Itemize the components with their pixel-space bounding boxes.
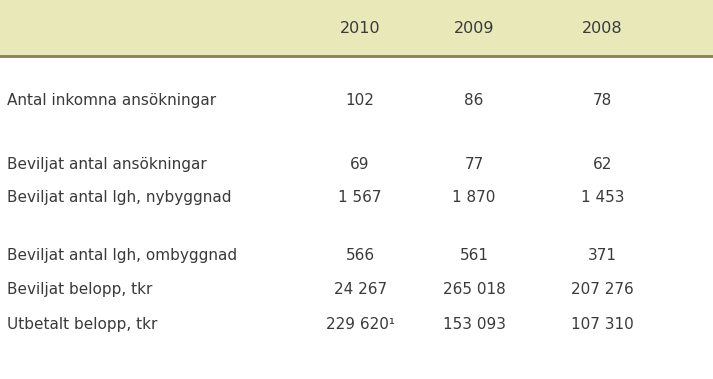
Text: 78: 78 [593, 93, 612, 108]
Text: Beviljat antal ansökningar: Beviljat antal ansökningar [7, 157, 207, 172]
Text: 2009: 2009 [454, 20, 494, 36]
Text: 1 453: 1 453 [580, 190, 625, 205]
Text: Beviljat antal lgh, ombyggnad: Beviljat antal lgh, ombyggnad [7, 248, 237, 263]
Text: 107 310: 107 310 [571, 316, 634, 332]
Text: 1 870: 1 870 [453, 190, 496, 205]
Text: Beviljat belopp, tkr: Beviljat belopp, tkr [7, 282, 153, 298]
Text: 207 276: 207 276 [571, 282, 634, 298]
Text: 102: 102 [346, 93, 374, 108]
FancyBboxPatch shape [0, 0, 713, 56]
Text: 2008: 2008 [583, 20, 622, 36]
Text: 566: 566 [346, 248, 374, 263]
Text: 265 018: 265 018 [443, 282, 506, 298]
Text: 86: 86 [464, 93, 484, 108]
Text: 1 567: 1 567 [338, 190, 382, 205]
Text: 24 267: 24 267 [334, 282, 386, 298]
Text: Beviljat antal lgh, nybyggnad: Beviljat antal lgh, nybyggnad [7, 190, 232, 205]
Text: 229 620¹: 229 620¹ [326, 316, 394, 332]
Text: 62: 62 [593, 157, 612, 172]
Text: 2010: 2010 [340, 20, 380, 36]
Text: Utbetalt belopp, tkr: Utbetalt belopp, tkr [7, 316, 158, 332]
Text: 153 093: 153 093 [443, 316, 506, 332]
Text: 69: 69 [350, 157, 370, 172]
Text: 371: 371 [588, 248, 617, 263]
Text: 77: 77 [465, 157, 483, 172]
Text: 561: 561 [460, 248, 488, 263]
Text: Antal inkomna ansökningar: Antal inkomna ansökningar [7, 93, 216, 108]
